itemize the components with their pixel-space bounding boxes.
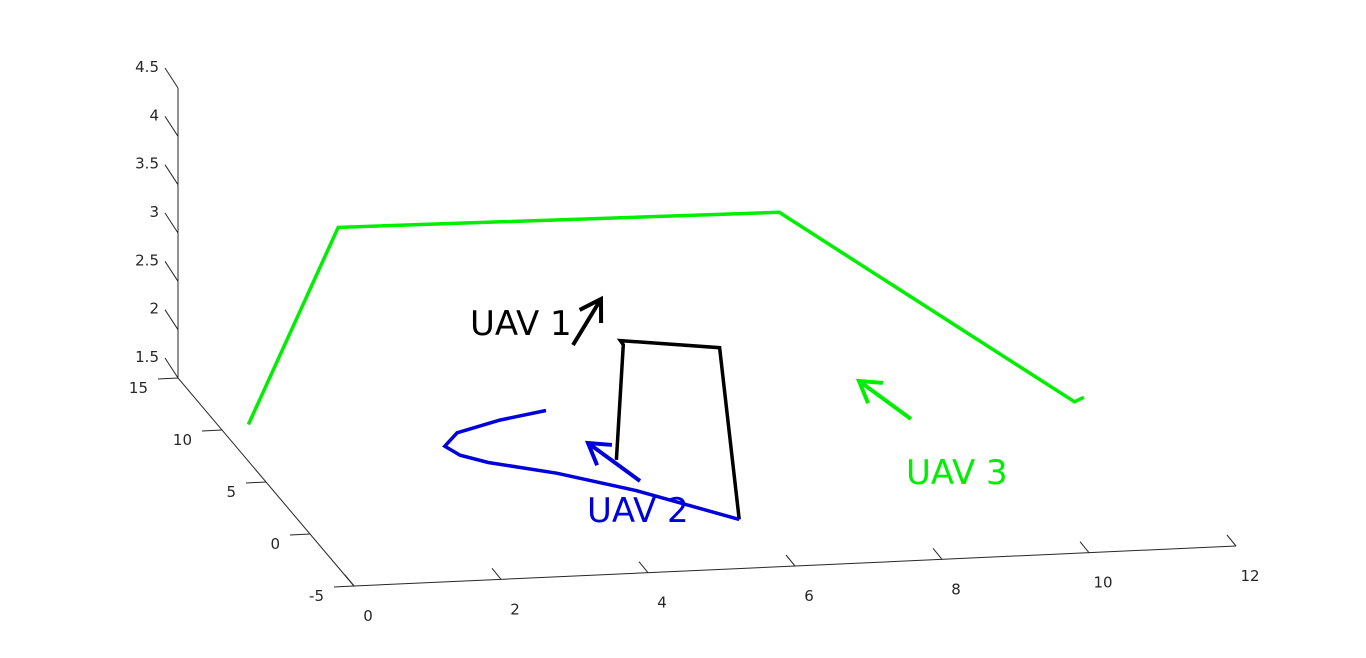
y-tick-label: 5 xyxy=(226,483,236,501)
annotation-arrow-3 xyxy=(855,378,913,421)
z-tick-label: 4.5 xyxy=(135,58,159,76)
annotation-arrow-2 xyxy=(584,440,642,483)
series-line-uav-2 xyxy=(442,408,740,522)
x-tick-mark xyxy=(1226,534,1237,547)
y-tick-mark xyxy=(201,429,223,432)
series-line-uav-3 xyxy=(246,210,1085,426)
series-line-uav-1 xyxy=(614,338,741,520)
x-tick-label: 10 xyxy=(1093,574,1112,592)
z-tick-mark xyxy=(164,309,179,330)
y-tick-label: -5 xyxy=(309,587,324,605)
y-tick-label: 0 xyxy=(270,535,280,553)
x-tick-label: 6 xyxy=(804,587,814,605)
annotation-label-uav-2: UAV 2 xyxy=(587,491,689,531)
arrow-shaft xyxy=(571,297,603,347)
series-group xyxy=(246,210,1085,522)
x-tick-label: 12 xyxy=(1240,567,1259,585)
z-tick-mark xyxy=(164,261,179,282)
arrow-shaft xyxy=(857,379,913,421)
z-tick-mark xyxy=(164,116,179,137)
z-tick-label: 1.5 xyxy=(135,348,159,366)
z-tick-label: 4 xyxy=(149,106,159,124)
z-tick-mark xyxy=(164,164,179,185)
x-tick-label: 2 xyxy=(510,600,520,618)
x-tick-mark xyxy=(491,568,502,580)
z-tick-label: 2.5 xyxy=(135,251,159,269)
z-tick-label: 3.5 xyxy=(135,155,159,173)
x-tick-mark xyxy=(1079,541,1090,553)
z-tick-mark xyxy=(164,357,179,379)
x-tick-label: 0 xyxy=(363,607,373,625)
z-tick-label: 3 xyxy=(149,203,159,221)
arrow-shaft xyxy=(586,441,642,483)
annotation-label-uav-1: UAV 1 xyxy=(470,304,572,344)
arrow-head xyxy=(584,440,613,466)
y-tick-label: 15 xyxy=(129,379,148,397)
x-tick-mark xyxy=(785,554,796,567)
y-tick-label: 10 xyxy=(173,431,192,449)
z-tick-mark xyxy=(164,67,179,89)
arrow-head xyxy=(855,378,884,404)
y-tick-mark xyxy=(245,481,267,484)
y-tick-mark xyxy=(333,585,355,588)
annotation-arrow-1 xyxy=(571,295,604,347)
axes: 0 2 4 6 8 10 12 -5 0 5 10 15 1.5 2 2.5 3 3.5 4 4.5 xyxy=(129,58,1260,625)
annotations: UAV 1 UAV 2 UAV 3 xyxy=(470,295,1008,531)
x-tick-label: 8 xyxy=(951,580,961,598)
z-tick-mark xyxy=(164,212,179,234)
y-tick-mark xyxy=(289,533,311,536)
arrow-head xyxy=(578,295,604,324)
annotation-label-uav-3: UAV 3 xyxy=(906,453,1008,493)
x-tick-label: 4 xyxy=(657,594,667,612)
z-tick-label: 2 xyxy=(149,300,159,318)
x-tick-mark xyxy=(638,561,649,573)
y-tick-mark xyxy=(157,377,179,380)
x-tick-mark xyxy=(932,548,943,560)
